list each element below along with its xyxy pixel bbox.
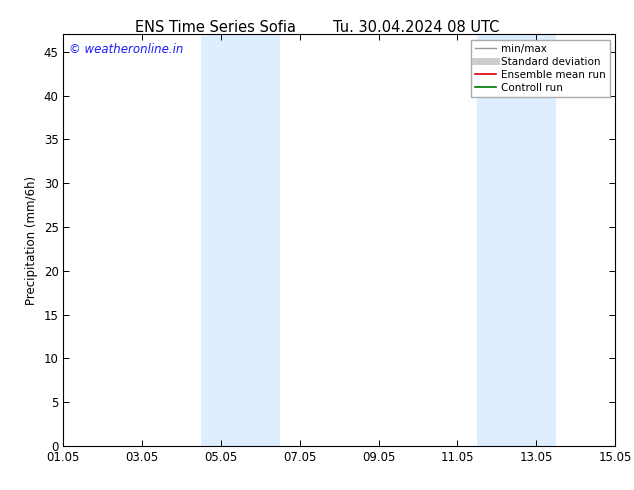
Text: © weatheronline.in: © weatheronline.in	[69, 43, 183, 55]
Legend: min/max, Standard deviation, Ensemble mean run, Controll run: min/max, Standard deviation, Ensemble me…	[470, 40, 610, 97]
Bar	[202, 34, 280, 446]
Text: ENS Time Series Sofia        Tu. 30.04.2024 08 UTC: ENS Time Series Sofia Tu. 30.04.2024 08 …	[135, 20, 499, 35]
Y-axis label: Precipitation (mm/6h): Precipitation (mm/6h)	[25, 175, 38, 305]
Bar	[477, 34, 556, 446]
